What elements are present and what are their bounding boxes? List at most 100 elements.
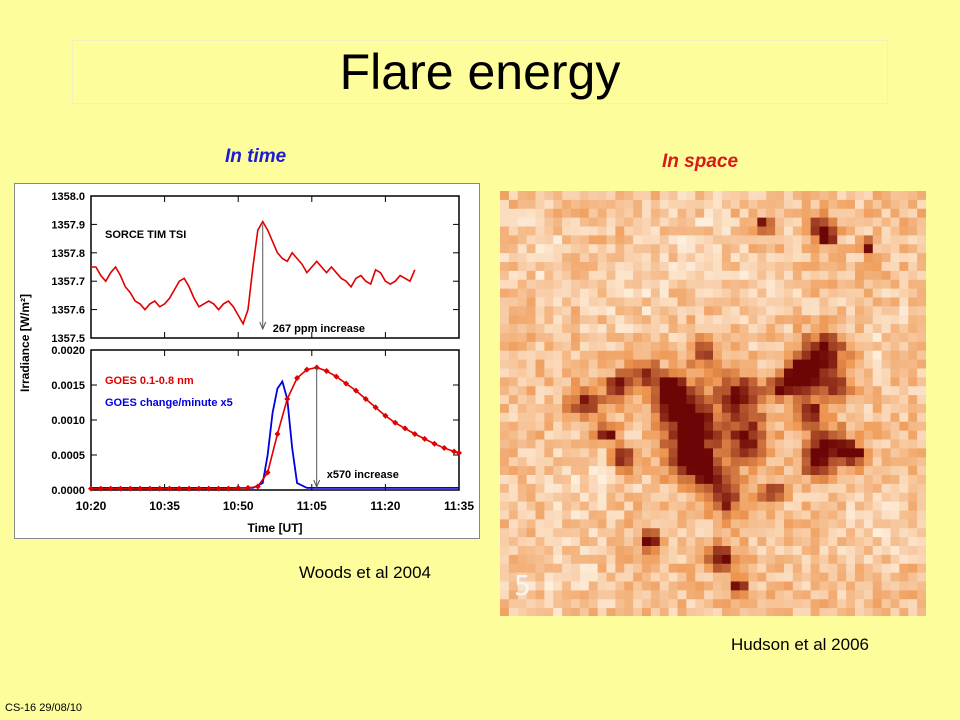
image-pixel <box>784 306 794 316</box>
image-pixel <box>571 572 581 582</box>
image-pixel <box>562 226 572 236</box>
image-pixel <box>881 333 891 343</box>
image-pixel <box>810 528 820 538</box>
image-pixel <box>899 324 909 334</box>
image-pixel <box>748 457 758 467</box>
image-pixel <box>713 368 723 378</box>
image-pixel <box>881 421 891 432</box>
image-pixel <box>571 546 581 556</box>
image-pixel <box>792 297 803 307</box>
image-pixel <box>890 253 900 263</box>
image-pixel <box>517 217 528 227</box>
image-pixel <box>686 439 696 449</box>
bottom-ytick-label: 0.0000 <box>51 485 85 497</box>
image-pixel <box>615 572 625 582</box>
image-pixel <box>571 217 581 227</box>
image-pixel <box>553 421 563 432</box>
image-pixel <box>544 262 554 272</box>
image-pixel <box>872 341 883 352</box>
image-pixel <box>748 226 758 236</box>
image-pixel <box>810 368 820 378</box>
image-pixel <box>579 191 590 201</box>
image-pixel <box>659 208 670 219</box>
image-pixel <box>704 439 714 449</box>
image-pixel <box>917 350 926 361</box>
image-pixel <box>553 404 563 414</box>
image-pixel <box>899 368 909 378</box>
image-pixel <box>553 563 563 574</box>
image-pixel <box>668 439 678 449</box>
image-pixel <box>695 199 705 210</box>
image-pixel <box>642 262 652 272</box>
image-pixel <box>526 368 536 378</box>
image-pixel <box>686 279 696 290</box>
image-pixel <box>553 457 563 467</box>
image-pixel <box>739 279 749 290</box>
image-pixel <box>588 483 599 494</box>
image-pixel <box>606 235 616 245</box>
image-pixel <box>553 217 563 227</box>
goes-flux-point <box>235 484 242 491</box>
image-pixel <box>517 297 528 307</box>
image-pixel <box>819 537 829 547</box>
image-pixel <box>597 306 607 316</box>
image-pixel <box>633 537 643 547</box>
image-pixel <box>748 217 758 227</box>
image-pixel <box>739 395 749 405</box>
image-pixel <box>544 501 554 511</box>
image-pixel <box>579 226 590 236</box>
image-pixel <box>597 341 607 352</box>
image-pixel <box>917 208 926 219</box>
image-pixel <box>553 599 563 609</box>
image-pixel <box>695 333 705 343</box>
image-pixel <box>881 217 891 227</box>
image-pixel <box>544 412 554 423</box>
image-pixel <box>917 270 926 281</box>
image-pixel <box>642 235 652 245</box>
image-pixel <box>855 208 865 219</box>
image-pixel <box>526 226 536 236</box>
image-pixel <box>908 288 918 298</box>
image-pixel <box>881 492 891 503</box>
image-pixel <box>695 208 705 219</box>
image-pixel <box>695 430 705 440</box>
image-pixel <box>872 235 883 245</box>
image-pixel <box>571 315 581 325</box>
image-pixel <box>642 217 652 227</box>
image-pixel <box>677 475 687 485</box>
image-pixel <box>739 244 749 254</box>
image-pixel <box>855 501 865 511</box>
image-pixel <box>810 563 820 574</box>
image-pixel <box>881 279 891 290</box>
image-pixel <box>553 439 563 449</box>
image-pixel <box>544 244 554 254</box>
image-pixel <box>500 333 510 343</box>
image-pixel <box>775 341 785 352</box>
image-pixel <box>668 501 678 511</box>
image-pixel <box>544 430 554 440</box>
image-pixel <box>650 430 661 440</box>
image-pixel <box>899 333 909 343</box>
image-pixel <box>855 350 865 361</box>
image-pixel <box>775 226 785 236</box>
image-pixel <box>766 253 776 263</box>
image-pixel <box>757 226 767 236</box>
image-pixel <box>606 554 616 565</box>
image-pixel <box>686 581 696 591</box>
image-pixel <box>828 191 838 201</box>
image-pixel <box>588 581 599 591</box>
image-pixel <box>766 359 776 369</box>
image-pixel <box>695 324 705 334</box>
image-pixel <box>810 315 820 325</box>
image-pixel <box>579 377 590 387</box>
image-pixel <box>677 350 687 361</box>
image-pixel <box>917 226 926 236</box>
image-pixel <box>553 244 563 254</box>
image-pixel <box>695 510 705 520</box>
image-pixel <box>846 554 856 565</box>
image-pixel <box>659 217 670 227</box>
image-pixel <box>819 279 829 290</box>
image-pixel <box>659 341 670 352</box>
image-pixel <box>650 483 661 494</box>
image-pixel <box>846 608 856 616</box>
